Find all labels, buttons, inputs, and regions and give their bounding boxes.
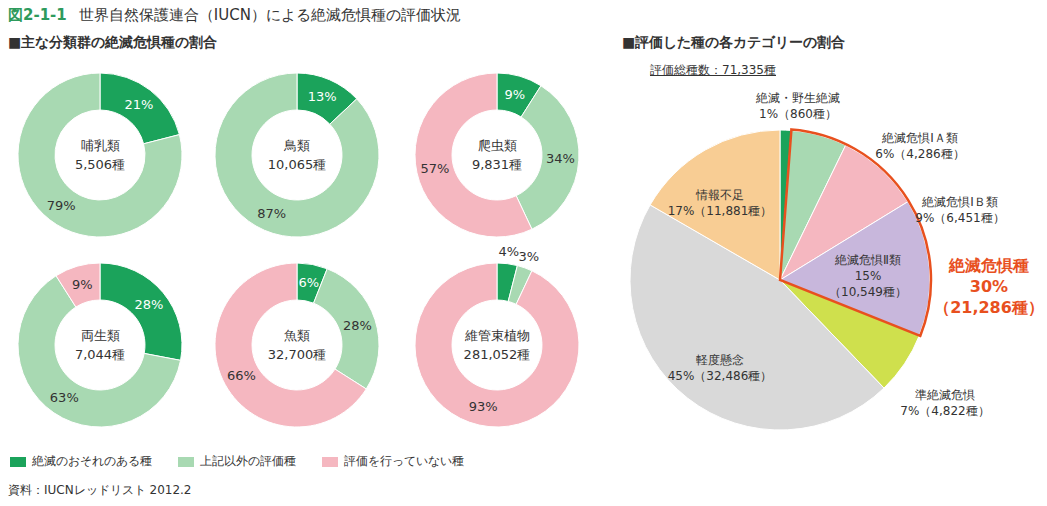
svg-text:79%: 79% xyxy=(47,198,76,213)
html-text:9,831種: 9,831種 xyxy=(471,157,523,172)
html-text:281,052種: 281,052種 xyxy=(463,347,531,362)
html-text:評価を行っていない種: 評価を行っていない種 xyxy=(344,454,464,468)
svg-text:87%: 87% xyxy=(257,206,286,221)
html-text:魚類: 魚類 xyxy=(284,328,310,343)
html-text:資料：IUCNレッドリスト 2012.2: 資料：IUCNレッドリスト 2012.2 xyxy=(8,483,192,497)
svg-text:絶滅危惧ⅠＢ類9%（6,451種）: 絶滅危惧ⅠＢ類9%（6,451種） xyxy=(915,195,1004,225)
svg-text:9%: 9% xyxy=(72,277,93,292)
html-text:世界自然保護連合（IUCN）による絶滅危惧種の評価状況: 世界自然保護連合（IUCN）による絶滅危惧種の評価状況 xyxy=(78,6,461,24)
html-text:両生類: 両生類 xyxy=(80,328,120,343)
svg-text:63%: 63% xyxy=(50,390,79,405)
svg-text:情報不足17%（11,881種）: 情報不足17%（11,881種） xyxy=(668,188,773,218)
html-text:10,065種: 10,065種 xyxy=(267,157,327,172)
html-text:絶滅危惧種: 絶滅危惧種 xyxy=(949,256,1029,275)
html-text:絶滅のおそれのある種: 絶滅のおそれのある種 xyxy=(32,454,152,468)
html-text:維管束植物: 維管束植物 xyxy=(464,328,530,343)
svg-text:34%: 34% xyxy=(546,151,575,166)
svg-text:絶滅危惧ⅠＡ類6%（4,286種）: 絶滅危惧ⅠＡ類6%（4,286種） xyxy=(875,131,964,161)
html-text:30%: 30% xyxy=(969,277,1009,296)
svg-text:9%: 9% xyxy=(504,87,525,102)
html-text:評価総種数：71,335種: 評価総種数：71,335種 xyxy=(650,63,776,77)
html-text:（21,286種）: （21,286種） xyxy=(934,298,1044,317)
svg-text:21%: 21% xyxy=(124,97,153,112)
html-text:爬虫類: 爬虫類 xyxy=(477,138,517,153)
html-text:5,506種: 5,506種 xyxy=(74,157,126,172)
html-text:上記以外の評価種: 上記以外の評価種 xyxy=(200,454,296,468)
html-text:32,700種: 32,700種 xyxy=(267,347,327,362)
html-text:図2-1-1: 図2-1-1 xyxy=(8,6,67,24)
html-text:■評価した種の各カテゴリーの割合: ■評価した種の各カテゴリーの割合 xyxy=(622,34,846,50)
svg-text:93%: 93% xyxy=(469,399,498,414)
svg-text:28%: 28% xyxy=(343,318,372,333)
html-text:鳥類: 鳥類 xyxy=(284,138,310,153)
html-text:■主な分類群の絶滅危惧種の割合: ■主な分類群の絶滅危惧種の割合 xyxy=(8,34,218,50)
svg-text:軽度懸念45%（32,486種）: 軽度懸念45%（32,486種） xyxy=(668,353,773,383)
svg-text:絶滅危惧Ⅱ類15%（10,549種）: 絶滅危惧Ⅱ類15%（10,549種） xyxy=(829,253,907,299)
svg-text:13%: 13% xyxy=(308,89,337,104)
html-text:哺乳類: 哺乳類 xyxy=(80,138,120,153)
svg-text:28%: 28% xyxy=(134,297,163,312)
svg-text:絶滅・野生絶滅1%（860種）: 絶滅・野生絶滅1%（860種） xyxy=(755,91,840,121)
svg-text:3%: 3% xyxy=(519,249,540,264)
svg-text:6%: 6% xyxy=(299,275,320,290)
svg-text:66%: 66% xyxy=(227,368,256,383)
html-text:7,044種: 7,044種 xyxy=(74,347,126,362)
svg-text:57%: 57% xyxy=(421,161,450,176)
svg-text:4%: 4% xyxy=(498,244,519,259)
svg-text:準絶滅危惧7%（4,822種）: 準絶滅危惧7%（4,822種） xyxy=(900,388,989,418)
